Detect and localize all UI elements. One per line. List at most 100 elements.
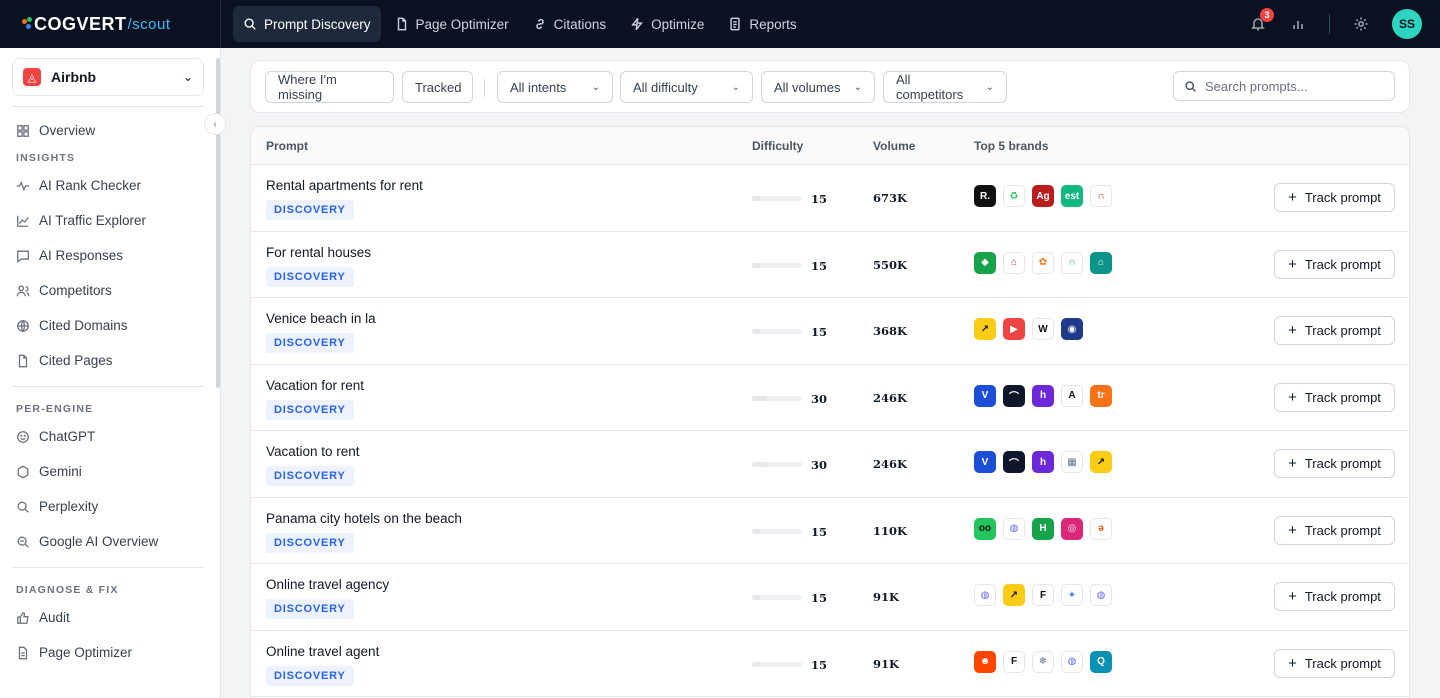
table-row[interactable]: Panama city hotels on the beach DISCOVERY… bbox=[251, 498, 1409, 564]
flower-brand-icon[interactable]: ✿ bbox=[1032, 251, 1054, 274]
est-brand-icon[interactable]: est bbox=[1061, 185, 1083, 207]
sidebar-item-gemini[interactable]: Gemini bbox=[0, 454, 220, 489]
tripping-brand-icon[interactable]: tr bbox=[1090, 384, 1112, 407]
globe-brand-icon[interactable]: ◉ bbox=[1061, 318, 1083, 340]
user-avatar[interactable]: SS bbox=[1392, 9, 1422, 39]
track-prompt-button[interactable]: + Track prompt bbox=[1274, 648, 1395, 678]
e-brand-icon[interactable]: ǝ bbox=[1090, 517, 1112, 540]
reddit-brand-icon[interactable]: ☻ bbox=[974, 650, 996, 673]
sidebar-item-cited-pages[interactable]: Cited Pages bbox=[0, 343, 220, 378]
filter-label: Tracked bbox=[415, 79, 462, 95]
nav-optimize[interactable]: Optimize bbox=[620, 6, 714, 42]
home-teal-brand-icon[interactable]: ⌂ bbox=[1090, 251, 1112, 274]
ag-brand-icon[interactable]: Ag bbox=[1032, 185, 1054, 207]
nav-label: Page Optimizer bbox=[415, 16, 509, 32]
youtube-brand-icon[interactable]: ▶ bbox=[1003, 318, 1025, 340]
track-prompt-button[interactable]: + Track prompt bbox=[1274, 582, 1395, 611]
tripadvisor-brand-icon[interactable]: oo bbox=[974, 517, 996, 540]
globe-grey-brand-icon[interactable]: ◍ bbox=[1090, 584, 1112, 606]
column-header-volume[interactable]: Volume bbox=[873, 139, 916, 153]
arch-green-brand-icon[interactable]: ∩ bbox=[1061, 251, 1083, 274]
globe-grey-brand-icon[interactable]: ◍ bbox=[1061, 650, 1083, 673]
sidebar-item-overview[interactable]: Overview bbox=[0, 113, 220, 148]
arrow-brand-icon[interactable]: ↗ bbox=[974, 318, 996, 340]
sidebar-item-google-ai-overview[interactable]: Google AI Overview bbox=[0, 524, 220, 559]
table-row[interactable]: Rental apartments for rent DISCOVERY 15 673… bbox=[251, 165, 1409, 232]
sidebar-item-chatgpt[interactable]: ChatGPT bbox=[0, 419, 220, 454]
globe-grey-brand-icon[interactable]: ◍ bbox=[974, 584, 996, 606]
track-prompt-button[interactable]: + Track prompt bbox=[1274, 316, 1395, 345]
track-prompt-button[interactable]: + Track prompt bbox=[1274, 183, 1395, 212]
sidebar-item-ai-traffic-explorer[interactable]: AI Traffic Explorer bbox=[0, 203, 220, 238]
table-row[interactable]: Vacation to rent DISCOVERY 30 246K V ⌒ h ▦ ↗ + Tra… bbox=[251, 431, 1409, 498]
arch-brand-icon[interactable]: ∩ bbox=[1090, 185, 1112, 207]
competitors-dropdown[interactable]: All competitors ⌄ bbox=[883, 71, 1007, 103]
sidebar-item-competitors[interactable]: Competitors bbox=[0, 273, 220, 308]
arrow-brand-icon[interactable]: ↗ bbox=[1003, 584, 1025, 606]
sidebar-item-page-optimizer[interactable]: Page Optimizer bbox=[0, 635, 220, 670]
track-prompt-button[interactable]: + Track prompt bbox=[1274, 449, 1395, 478]
search-box[interactable] bbox=[1173, 71, 1395, 101]
recycle-brand-icon[interactable]: ♻ bbox=[1003, 185, 1025, 207]
intents-dropdown[interactable]: All intents ⌄ bbox=[497, 71, 613, 103]
table-row[interactable]: For rental houses DISCOVERY 15 550K ◆ ⌂ ✿ ∩ ⌂ + Tr… bbox=[251, 232, 1409, 298]
diamond-brand-icon[interactable]: ◆ bbox=[974, 251, 996, 274]
v-brand-icon[interactable]: V bbox=[974, 384, 996, 407]
discovery-tag: DISCOVERY bbox=[266, 266, 354, 287]
column-header-prompt[interactable]: Prompt bbox=[266, 139, 308, 153]
volumes-dropdown[interactable]: All volumes ⌄ bbox=[761, 71, 875, 103]
v-brand-icon[interactable]: V bbox=[974, 451, 996, 473]
q-brand-icon[interactable]: Q bbox=[1090, 650, 1112, 673]
track-prompt-button[interactable]: + Track prompt bbox=[1274, 382, 1395, 412]
sidebar-item-label: Google AI Overview bbox=[39, 534, 159, 549]
logo-main-text: COGVERT bbox=[34, 13, 127, 34]
tracked-filter-button[interactable]: Tracked bbox=[402, 71, 473, 103]
h-brand-icon[interactable]: h bbox=[1032, 384, 1054, 407]
snowflake-brand-icon[interactable]: ❄ bbox=[1032, 650, 1054, 673]
sidebar-item-ai-responses[interactable]: AI Responses bbox=[0, 238, 220, 273]
difficulty-dropdown[interactable]: All difficulty ⌄ bbox=[620, 71, 753, 103]
nav-reports[interactable]: Reports bbox=[718, 6, 806, 42]
app-logo[interactable]: COGVERT/scout bbox=[0, 0, 221, 48]
track-prompt-button[interactable]: + Track prompt bbox=[1274, 515, 1395, 545]
arrow-brand-icon[interactable]: ↗ bbox=[1090, 451, 1112, 473]
sidebar-item-perplexity[interactable]: Perplexity bbox=[0, 489, 220, 524]
analytics-button[interactable] bbox=[1289, 15, 1307, 33]
h-brand-icon[interactable]: h bbox=[1032, 451, 1054, 473]
nav-page-optimizer[interactable]: Page Optimizer bbox=[385, 6, 519, 42]
top-brands-list: R. ♻ Ag est ∩ bbox=[974, 185, 1112, 207]
sidebar-item-cited-domains[interactable]: Cited Domains bbox=[0, 308, 220, 343]
notifications-button[interactable]: 3 bbox=[1249, 8, 1274, 33]
bell-icon bbox=[1251, 18, 1265, 31]
sidebar-item-audit[interactable]: Audit bbox=[0, 600, 220, 635]
where-missing-filter-button[interactable]: Where I'm missing bbox=[265, 71, 394, 103]
f-brand-icon[interactable]: F bbox=[1003, 650, 1025, 673]
column-header-difficulty[interactable]: Difficulty bbox=[752, 139, 804, 153]
volume-value: 110K bbox=[873, 523, 908, 538]
table-row[interactable]: Online travel agency DISCOVERY 15 91K ◍ ↗ F ✦ ◍ +… bbox=[251, 564, 1409, 631]
house-brand-icon[interactable]: ⌂ bbox=[1003, 251, 1025, 274]
globe-grey-brand-icon[interactable]: ◍ bbox=[1003, 517, 1025, 540]
table-row[interactable]: Online travel agent DISCOVERY 15 91K ☻ F ❄ ◍ Q + T… bbox=[251, 631, 1409, 697]
track-prompt-button[interactable]: + Track prompt bbox=[1274, 249, 1395, 279]
sidebar-item-ai-rank-checker[interactable]: AI Rank Checker bbox=[0, 168, 220, 203]
nav-citations[interactable]: Citations bbox=[523, 6, 617, 42]
instagram-brand-icon[interactable]: ◎ bbox=[1061, 517, 1083, 540]
holiday-inn-brand-icon[interactable]: H bbox=[1032, 517, 1054, 540]
settings-button[interactable] bbox=[1352, 15, 1370, 33]
building-brand-icon[interactable]: ▦ bbox=[1061, 451, 1083, 473]
wikipedia-brand-icon[interactable]: W bbox=[1032, 318, 1054, 340]
workspace-selector[interactable]: ◬ Airbnb ⌄ bbox=[12, 58, 204, 96]
r-brand-icon[interactable]: R. bbox=[974, 185, 996, 207]
collapse-sidebar-button[interactable]: ‹ bbox=[204, 113, 226, 135]
search-input[interactable] bbox=[1205, 78, 1385, 94]
sidebar-scrollbar[interactable] bbox=[216, 58, 220, 388]
dome-brand-icon[interactable]: ⌒ bbox=[1003, 384, 1025, 407]
f-brand-icon[interactable]: F bbox=[1032, 584, 1054, 606]
nav-prompt-discovery[interactable]: Prompt Discovery bbox=[233, 6, 381, 42]
table-row[interactable]: Venice beach in la DISCOVERY 15 368K ↗ ▶ W ◉ + Tr… bbox=[251, 298, 1409, 365]
a-brand-icon[interactable]: A bbox=[1061, 384, 1083, 407]
dome-brand-icon[interactable]: ⌒ bbox=[1003, 451, 1025, 473]
sparkle-brand-icon[interactable]: ✦ bbox=[1061, 584, 1083, 606]
